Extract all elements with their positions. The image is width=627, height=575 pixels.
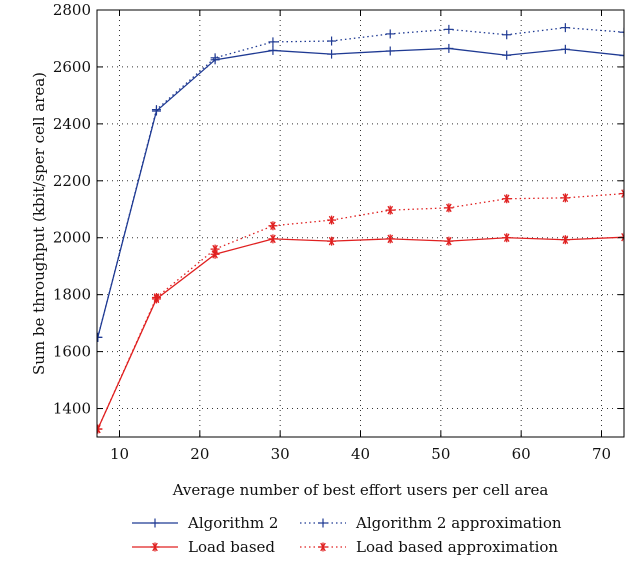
- plus-marker: [619, 51, 624, 61]
- y-tick-label: 2000: [53, 229, 91, 247]
- asterisk-marker: [502, 194, 512, 204]
- plus-marker: [327, 36, 337, 46]
- plus-marker: [385, 29, 395, 39]
- asterisk-marker: [444, 203, 454, 213]
- y-tick-label: 1400: [53, 400, 91, 418]
- legend-label: Algorithm 2 approximation: [355, 514, 562, 532]
- asterisk-marker: [268, 221, 278, 231]
- asterisk-marker: [268, 234, 278, 244]
- asterisk-marker: [385, 205, 395, 215]
- legend-entry-4: Load based approximation: [300, 538, 558, 556]
- legend-entry-3: Load based: [132, 538, 275, 556]
- asterisk-marker: [327, 236, 337, 246]
- legend-label: Algorithm 2: [187, 514, 278, 532]
- grid: [97, 10, 624, 437]
- series-1: [97, 43, 624, 342]
- x-tick-label: 70: [592, 445, 611, 463]
- x-tick-label: 10: [110, 445, 129, 463]
- plus-marker: [150, 518, 160, 528]
- plus-marker: [619, 27, 624, 37]
- y-tick-label: 2400: [53, 115, 91, 133]
- y-tick-label: 2800: [53, 1, 91, 19]
- plus-marker: [502, 30, 512, 40]
- ticks: 10 20 30 40 50 60 70 1400 1600 1800 2000 2200 2400 26…: [53, 1, 624, 463]
- plus-marker: [560, 23, 570, 33]
- y-tick-label: 1600: [53, 343, 91, 361]
- plus-marker: [210, 53, 220, 63]
- legend-label: Load based: [188, 538, 275, 556]
- plus-marker: [268, 45, 278, 55]
- plus-marker: [444, 24, 454, 34]
- x-tick-label: 40: [351, 445, 370, 463]
- legend-entry-2: Algorithm 2 approximation: [300, 514, 562, 532]
- plus-marker: [151, 105, 161, 115]
- plus-marker: [385, 46, 395, 56]
- asterisk-marker: [210, 244, 220, 254]
- plus-marker: [444, 43, 454, 53]
- series-layer: [97, 23, 624, 434]
- asterisk-marker: [619, 232, 624, 242]
- series-4: [97, 189, 624, 434]
- asterisk-marker: [327, 215, 337, 225]
- series-3: [97, 232, 624, 434]
- asterisk-marker: [444, 236, 454, 246]
- asterisk-marker: [97, 424, 103, 434]
- y-tick-label: 2200: [53, 172, 91, 190]
- asterisk-marker: [151, 293, 161, 303]
- x-tick-label: 20: [190, 445, 209, 463]
- asterisk-marker: [560, 193, 570, 203]
- x-axis-label: Average number of best effort users per …: [172, 481, 549, 499]
- x-tick-label: 60: [512, 445, 531, 463]
- asterisk-marker: [318, 542, 328, 552]
- plus-marker: [268, 37, 278, 47]
- x-tick-label: 30: [271, 445, 290, 463]
- asterisk-marker: [619, 189, 624, 199]
- y-tick-label: 1800: [53, 286, 91, 304]
- plus-marker: [560, 44, 570, 54]
- series-line: [97, 47, 624, 338]
- plus-marker: [318, 518, 328, 528]
- y-tick-label: 2600: [53, 58, 91, 76]
- asterisk-marker: [560, 235, 570, 245]
- series-line: [97, 192, 624, 430]
- plus-marker: [97, 332, 103, 342]
- x-tick-label: 50: [431, 445, 450, 463]
- plot-frame: [96, 9, 625, 438]
- asterisk-marker: [385, 234, 395, 244]
- plus-marker: [327, 49, 337, 59]
- legend-label: Load based approximation: [356, 538, 558, 556]
- y-axis-label: Sum be throughput (kbit/sper cell area): [30, 72, 48, 375]
- series-2: [97, 23, 624, 342]
- plus-marker: [502, 50, 512, 60]
- legend-entry-1: Algorithm 2: [132, 514, 278, 532]
- series-line: [97, 236, 624, 430]
- legend: Algorithm 2 Algorithm 2 approximation Load…: [132, 514, 562, 556]
- asterisk-marker: [150, 542, 160, 552]
- asterisk-marker: [502, 233, 512, 243]
